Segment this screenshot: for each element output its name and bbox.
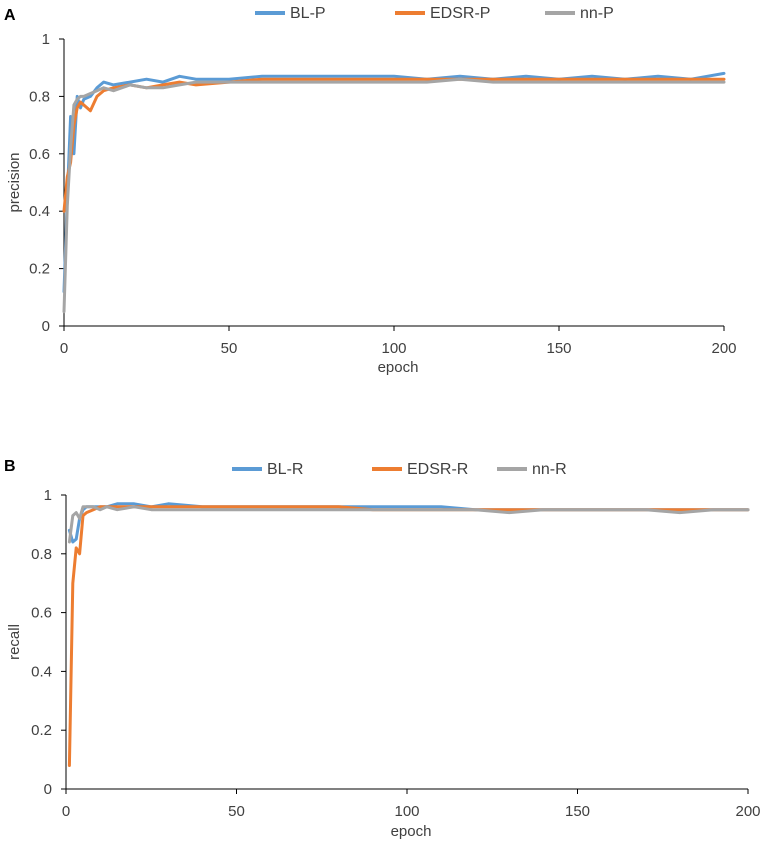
legend-label: nn-P <box>580 5 614 22</box>
y-tick-label: 0.8 <box>31 546 52 563</box>
panel-recall: B 0 0.2 0.4 0.6 0.8 1 0 50 100 150 200 epoch recall BL… <box>4 458 761 840</box>
y-tick-label: 0 <box>44 781 52 798</box>
y-tick-label: 1 <box>44 487 52 504</box>
series-line-EDSR-P <box>62 77 726 213</box>
x-tick-label: 50 <box>228 803 245 820</box>
x-tick-label: 100 <box>394 803 419 820</box>
series-line-BL-P <box>62 71 726 294</box>
y-axis-label: precision <box>6 152 23 212</box>
x-tick-label: 50 <box>221 340 238 357</box>
series-line-nn-R <box>67 505 750 544</box>
x-tick-label: 200 <box>711 340 736 357</box>
y-tick-label: 0 <box>42 318 50 335</box>
panel-letter: A <box>4 7 16 24</box>
y-tick-label: 0.6 <box>31 605 52 622</box>
series-line-nn-P <box>62 77 726 314</box>
y-tick-label: 0.4 <box>29 203 50 220</box>
x-tick-label: 150 <box>565 803 590 820</box>
y-tick-label: 0.8 <box>29 88 50 105</box>
y-tick-label: 1 <box>42 31 50 48</box>
x-tick-label: 100 <box>381 340 406 357</box>
x-tick-label: 150 <box>546 340 571 357</box>
legend-label: BL-R <box>267 461 303 478</box>
x-axis-label: epoch <box>391 823 432 840</box>
legend-label: EDSR-R <box>407 461 468 478</box>
panel-letter: B <box>4 458 16 475</box>
y-tick-label: 0.2 <box>29 261 50 278</box>
x-tick-label: 200 <box>735 803 760 820</box>
legend-label: BL-P <box>290 5 326 22</box>
y-tick-label: 0.6 <box>29 146 50 163</box>
x-axis-label: epoch <box>378 359 419 376</box>
series-line-EDSR-R <box>67 505 750 767</box>
legend-label: EDSR-P <box>430 5 490 22</box>
y-tick-label: 0.2 <box>31 722 52 739</box>
panel-precision: A 0 0.2 0.4 0.6 0.8 1 0 50 100 150 200 epoch precisio… <box>4 5 737 376</box>
y-axis-label: recall <box>6 624 23 660</box>
legend-label: nn-R <box>532 461 567 478</box>
x-tick-label: 0 <box>62 803 70 820</box>
y-tick-label: 0.4 <box>31 663 52 680</box>
x-tick-label: 0 <box>60 340 68 357</box>
